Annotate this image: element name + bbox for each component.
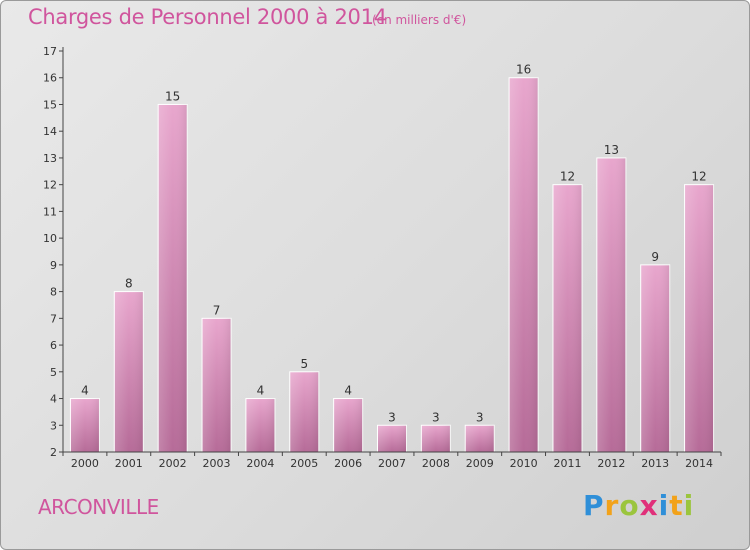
x-tick-2007: 2007 [378,457,406,470]
bar-shade-2006 [333,398,363,452]
logo-letter-2: o [619,489,640,522]
bar-shade-2003 [202,318,232,452]
x-tick-2010: 2010 [510,457,538,470]
x-tick-2014: 2014 [685,457,713,470]
y-tick-11: 11 [43,205,57,218]
x-tick-2002: 2002 [159,457,187,470]
x-tick-2001: 2001 [115,457,143,470]
x-tick-2011: 2011 [553,457,581,470]
logo-letter-5: t [669,489,684,522]
x-tick-2005: 2005 [290,457,318,470]
x-tick-2004: 2004 [246,457,274,470]
value-label-2013: 9 [651,250,659,264]
y-tick-7: 7 [50,312,57,325]
y-tick-17: 17 [43,45,57,58]
value-label-2007: 3 [388,410,396,424]
y-tick-4: 4 [50,393,57,406]
value-label-2001: 8 [125,277,133,291]
bar-shade-2001 [114,291,144,452]
logo-letter-6: i [683,489,695,522]
bar-shade-2005 [289,371,319,452]
proxiti-logo: Proxiti [583,489,694,522]
value-label-2000: 4 [81,384,89,398]
bar-shade-2008 [421,425,451,452]
value-label-2009: 3 [476,410,484,424]
x-tick-2003: 2003 [203,457,231,470]
y-tick-12: 12 [43,179,57,192]
logo-letter-0: P [583,489,605,522]
value-label-2011: 12 [560,170,575,184]
value-label-2010: 16 [516,63,531,77]
bar-shade-2007 [377,425,407,452]
value-label-2005: 5 [300,357,308,371]
y-tick-2: 2 [50,446,57,459]
bar-shade-2009 [465,425,495,452]
x-tick-2000: 2000 [71,457,99,470]
logo-letter-3: x [639,489,659,522]
y-tick-14: 14 [43,125,57,138]
bar-shade-2013 [640,264,670,452]
value-label-2008: 3 [432,410,440,424]
x-tick-2009: 2009 [466,457,494,470]
value-label-2003: 7 [213,303,221,317]
value-label-2004: 4 [257,384,265,398]
bar-shade-2002 [158,104,188,452]
town-name: ARCONVILLE [38,495,159,519]
y-tick-9: 9 [50,259,57,272]
bar-shade-2011 [552,184,582,452]
y-tick-13: 13 [43,152,57,165]
x-tick-2012: 2012 [597,457,625,470]
bar-shade-2012 [596,157,626,452]
bar-shade-2014 [684,184,714,452]
value-label-2014: 12 [691,170,706,184]
y-tick-10: 10 [43,232,57,245]
y-tick-8: 8 [50,286,57,299]
y-tick-16: 16 [43,72,57,85]
y-tick-15: 15 [43,98,57,111]
y-tick-3: 3 [50,419,57,432]
bar-shade-2000 [70,398,100,452]
y-tick-5: 5 [50,366,57,379]
bar-shade-2004 [245,398,275,452]
x-tick-2006: 2006 [334,457,362,470]
logo-letter-4: i [658,489,670,522]
value-label-2012: 13 [604,143,619,157]
chart-title: Charges de Personnel 2000 à 2014 [28,5,387,29]
logo-letter-1: r [604,489,620,522]
value-label-2002: 15 [165,89,180,103]
x-tick-2008: 2008 [422,457,450,470]
value-label-2006: 4 [344,384,352,398]
chart-subtitle: (en milliers d'€) [372,13,467,27]
x-tick-2013: 2013 [641,457,669,470]
bar-shade-2010 [509,77,539,452]
y-tick-6: 6 [50,339,57,352]
